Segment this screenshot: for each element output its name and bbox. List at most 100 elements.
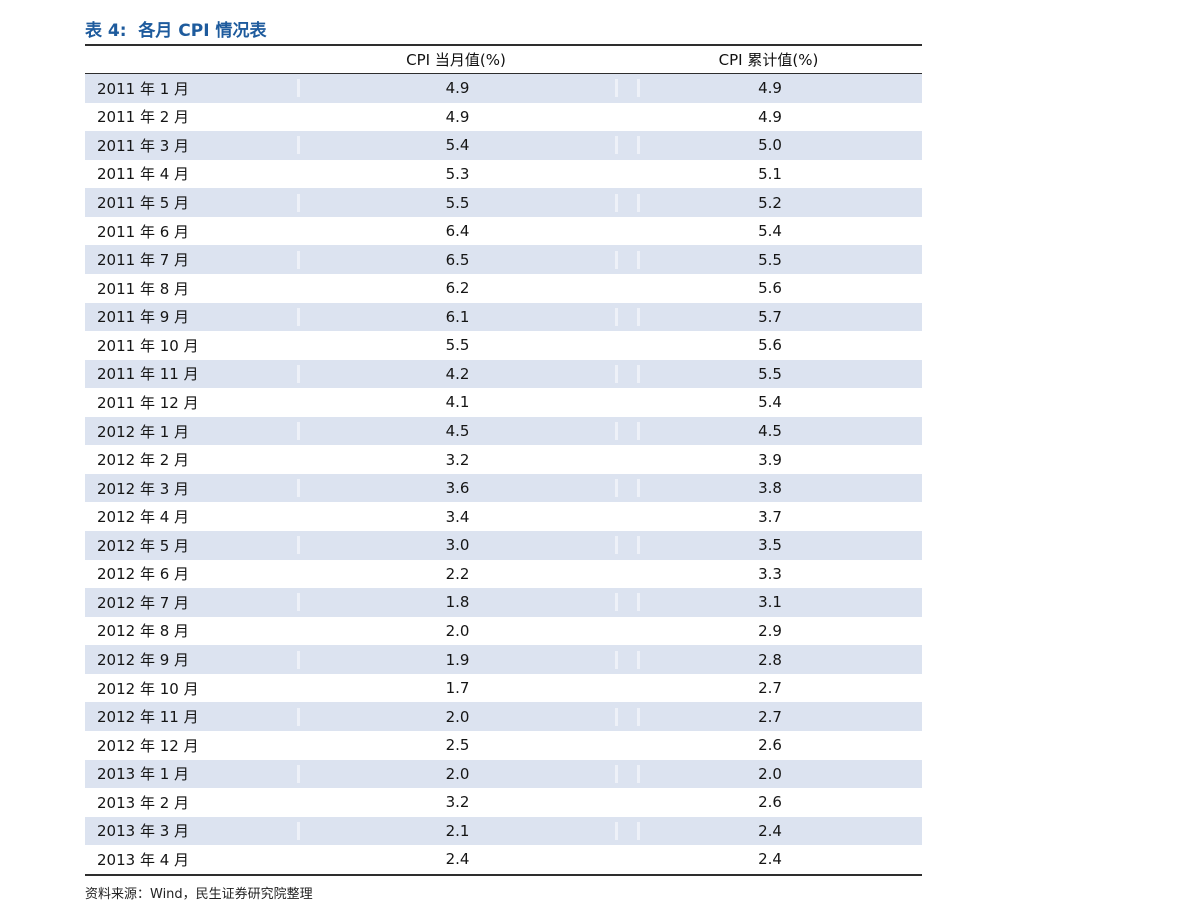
cpi-cumulative-cell: 5.7 <box>615 307 922 326</box>
cpi-current-cell: 4.2 <box>297 364 615 383</box>
table-row: 2012 年 8 月 2.0 2.9 <box>85 616 922 646</box>
cpi-cumulative-cell: 5.5 <box>615 364 922 383</box>
cpi-current-cell: 1.7 <box>445 679 470 698</box>
table-row: 2011 年 8 月 6.2 5.6 <box>85 273 922 303</box>
cpi-current-cell: 2.5 <box>445 736 470 755</box>
month-cell: 2012 年 6 月 <box>97 565 190 584</box>
month-cell: 2012 年 3 月 <box>97 479 190 498</box>
table-row: 2011 年 11 月 4.2 5.5 <box>85 359 922 389</box>
cpi-current-cell: 3.2 <box>445 793 470 812</box>
cpi-cumulative-cell: 2.9 <box>758 621 782 640</box>
month-cell: 2011 年 2 月 <box>97 108 190 127</box>
source-note: 资料来源：Wind，民生证券研究院整理 <box>85 886 313 902</box>
cpi-cumulative-cell: 4.5 <box>615 422 922 441</box>
month-cell: 2011 年 3 月 <box>97 136 190 155</box>
cpi-current-cell: 1.8 <box>297 593 615 612</box>
table-row: 2013 年 3 月 2.1 2.4 <box>85 816 922 846</box>
month-cell: 2013 年 2 月 <box>97 793 190 812</box>
table-row: 2012 年 12 月 2.5 2.6 <box>85 730 922 760</box>
table-row: 2011 年 7 月 6.5 5.5 <box>85 245 922 274</box>
cpi-current-cell: 5.5 <box>445 336 470 355</box>
month-cell: 2011 年 7 月 <box>97 251 190 270</box>
table-row: 2011 年 9 月 6.1 5.7 <box>85 302 922 332</box>
cpi-current-cell: 2.1 <box>297 821 615 840</box>
cpi-cumulative-cell: 2.8 <box>615 650 922 669</box>
month-cell: 2011 年 1 月 <box>97 79 190 98</box>
cpi-cumulative-cell: 4.9 <box>758 107 782 126</box>
table-row: 2012 年 9 月 1.9 2.8 <box>85 645 922 674</box>
cpi-cumulative-cell: 5.4 <box>758 222 782 241</box>
table-row: 2012 年 3 月 3.6 3.8 <box>85 473 922 503</box>
cpi-current-cell: 6.4 <box>445 222 470 241</box>
cpi-cumulative-cell: 2.4 <box>758 850 782 869</box>
cpi-current-cell: 2.2 <box>445 564 470 583</box>
month-cell: 2012 年 7 月 <box>97 593 190 612</box>
month-cell: 2012 年 10 月 <box>97 679 199 698</box>
cpi-cumulative-cell: 5.0 <box>615 136 922 155</box>
cpi-cumulative-cell: 5.5 <box>615 250 922 269</box>
table-title: 表 4: 各月 CPI 情况表 <box>85 21 267 41</box>
cpi-current-cell: 5.5 <box>297 193 615 212</box>
month-cell: 2011 年 4 月 <box>97 165 190 184</box>
cpi-cumulative-cell: 3.3 <box>758 564 782 583</box>
table-header-row: CPI 当月值(%) CPI 累计值(%) <box>85 44 922 74</box>
cpi-cumulative-cell: 5.6 <box>758 279 782 298</box>
cpi-current-cell: 4.9 <box>445 107 470 126</box>
table-row: 2011 年 4 月 5.3 5.1 <box>85 159 922 189</box>
month-cell: 2012 年 2 月 <box>97 451 190 470</box>
month-cell: 2011 年 11 月 <box>97 365 199 384</box>
month-cell: 2013 年 1 月 <box>97 765 190 784</box>
cpi-current-cell: 4.5 <box>297 422 615 441</box>
month-cell: 2011 年 10 月 <box>97 336 199 355</box>
month-cell: 2012 年 1 月 <box>97 422 190 441</box>
table-row: 2012 年 2 月 3.2 3.9 <box>85 445 922 474</box>
table-row: 2012 年 10 月 1.7 2.7 <box>85 673 922 703</box>
table-row: 2011 年 10 月 5.5 5.6 <box>85 331 922 360</box>
cpi-current-cell: 3.6 <box>297 479 615 498</box>
table-row: 2011 年 12 月 4.1 5.4 <box>85 388 922 417</box>
cpi-current-cell: 4.1 <box>445 393 470 412</box>
cpi-cumulative-cell: 2.4 <box>615 821 922 840</box>
month-cell: 2012 年 8 月 <box>97 622 190 641</box>
cpi-cumulative-cell: 5.2 <box>615 193 922 212</box>
month-cell: 2013 年 3 月 <box>97 822 190 841</box>
cpi-current-cell: 4.9 <box>297 79 615 98</box>
cpi-cumulative-cell: 3.8 <box>615 479 922 498</box>
month-cell: 2012 年 11 月 <box>97 708 199 727</box>
table-row: 2013 年 1 月 2.0 2.0 <box>85 759 922 789</box>
cpi-cumulative-cell: 2.7 <box>758 679 782 698</box>
month-cell: 2011 年 12 月 <box>97 393 199 412</box>
month-cell: 2011 年 6 月 <box>97 222 190 241</box>
cpi-current-cell: 2.0 <box>445 621 470 640</box>
table-row: 2011 年 5 月 5.5 5.2 <box>85 188 922 217</box>
cpi-current-cell: 1.9 <box>297 650 615 669</box>
month-cell: 2012 年 5 月 <box>97 536 190 555</box>
table-row: 2011 年 2 月 4.9 4.9 <box>85 102 922 132</box>
cpi-cumulative-cell: 2.6 <box>758 793 782 812</box>
month-cell: 2012 年 4 月 <box>97 508 190 527</box>
cpi-cumulative-column-header: CPI 累计值(%) <box>718 51 819 69</box>
cpi-current-cell: 5.4 <box>297 136 615 155</box>
cpi-cumulative-cell: 5.1 <box>758 164 782 183</box>
cpi-current-cell: 2.0 <box>297 707 615 726</box>
cpi-cumulative-cell: 3.5 <box>615 536 922 555</box>
table-row: 2012 年 4 月 3.4 3.7 <box>85 502 922 531</box>
month-cell: 2012 年 9 月 <box>97 651 190 670</box>
cpi-current-cell: 6.2 <box>445 279 470 298</box>
cpi-current-cell: 3.4 <box>445 507 470 526</box>
table-row: 2011 年 3 月 5.4 5.0 <box>85 131 922 160</box>
cpi-table-section: 表 4: 各月 CPI 情况表 CPI 当月值(%) CPI 累计值(%) 20… <box>85 18 922 902</box>
cpi-current-cell: 3.0 <box>297 536 615 555</box>
cpi-cumulative-cell: 4.9 <box>615 79 922 98</box>
cpi-current-cell: 2.0 <box>297 764 615 783</box>
table-row: 2012 年 7 月 1.8 3.1 <box>85 588 922 617</box>
table-row: 2011 年 1 月 4.9 4.9 <box>85 74 922 103</box>
month-cell: 2012 年 12 月 <box>97 736 199 755</box>
table-row: 2012 年 1 月 4.5 4.5 <box>85 416 922 446</box>
cpi-cumulative-cell: 3.9 <box>758 450 782 469</box>
cpi-cumulative-cell: 5.6 <box>758 336 782 355</box>
table-row: 2011 年 6 月 6.4 5.4 <box>85 216 922 246</box>
cpi-cumulative-cell: 2.7 <box>615 707 922 726</box>
cpi-current-column-header: CPI 当月值(%) <box>406 51 506 69</box>
